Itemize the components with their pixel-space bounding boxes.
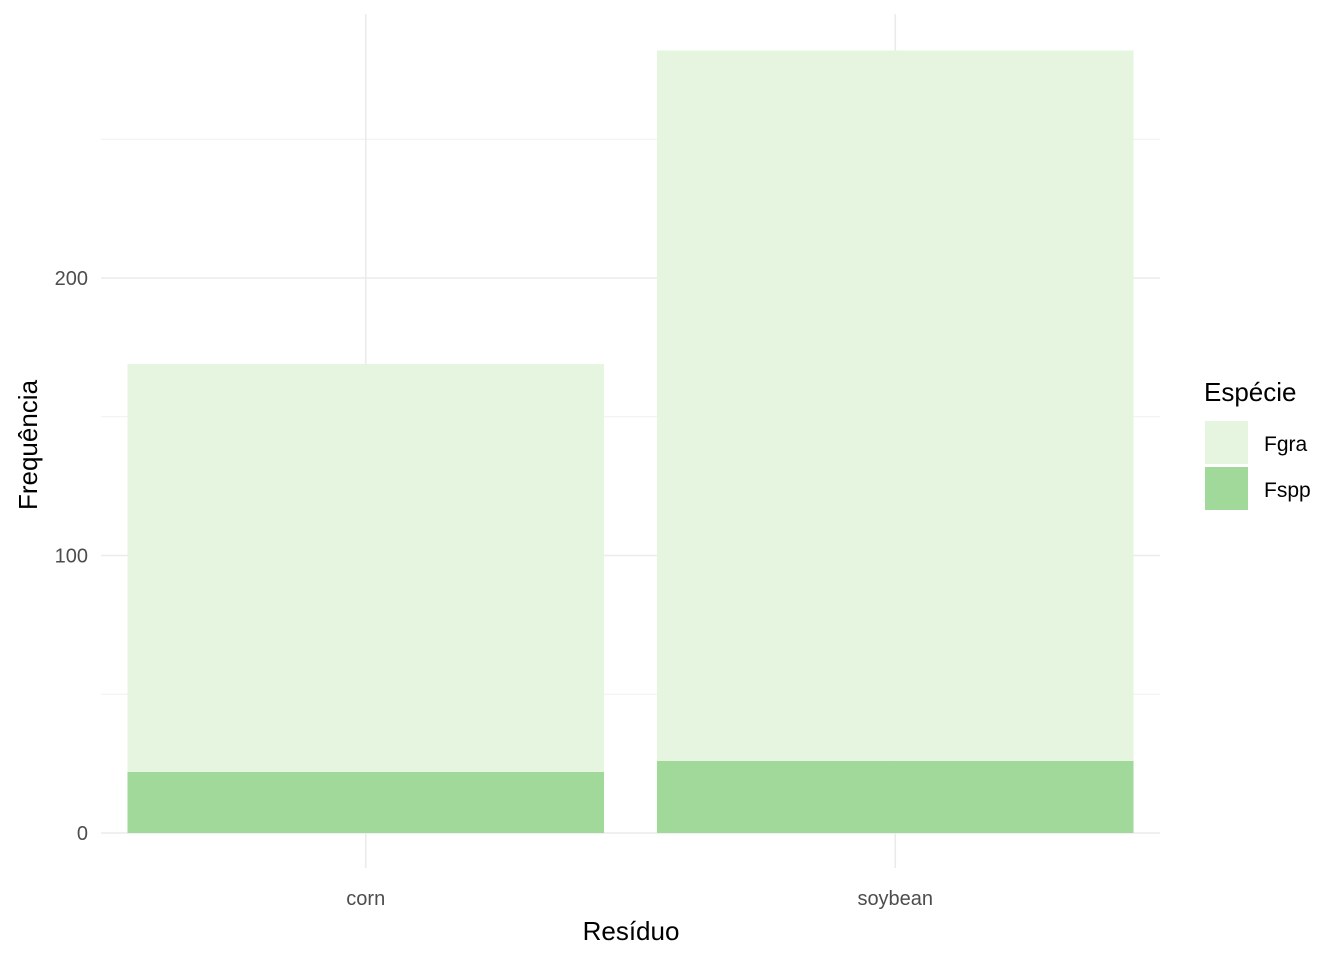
legend-swatch-fspp <box>1205 467 1248 510</box>
y-axis-ticks: 0 100 200 <box>55 268 88 845</box>
x-tick-label: corn <box>346 888 385 910</box>
y-tick-label: 0 <box>77 823 88 845</box>
legend-swatch-fgra <box>1205 421 1248 464</box>
x-axis-ticks: corn soybean <box>346 888 933 910</box>
legend-label-fgra: Fgra <box>1264 433 1308 456</box>
legend-items: Fgra Fspp <box>1205 421 1311 510</box>
x-tick-label: soybean <box>857 888 933 910</box>
y-tick-label: 100 <box>55 546 88 568</box>
y-tick-label: 200 <box>55 268 88 290</box>
legend-title: Espécie <box>1204 377 1297 407</box>
bar-fgra-soybean <box>656 50 1134 761</box>
bar-fspp-soybean <box>656 760 1134 833</box>
legend: Espécie Fgra Fspp <box>1204 377 1311 510</box>
bars <box>127 50 1134 833</box>
bar-fgra-corn <box>127 364 605 772</box>
legend-label-fspp: Fspp <box>1264 479 1311 502</box>
x-axis-title: Resíduo <box>583 916 680 946</box>
y-axis-title: Frequência <box>13 379 43 510</box>
bar-fspp-corn <box>127 771 605 833</box>
